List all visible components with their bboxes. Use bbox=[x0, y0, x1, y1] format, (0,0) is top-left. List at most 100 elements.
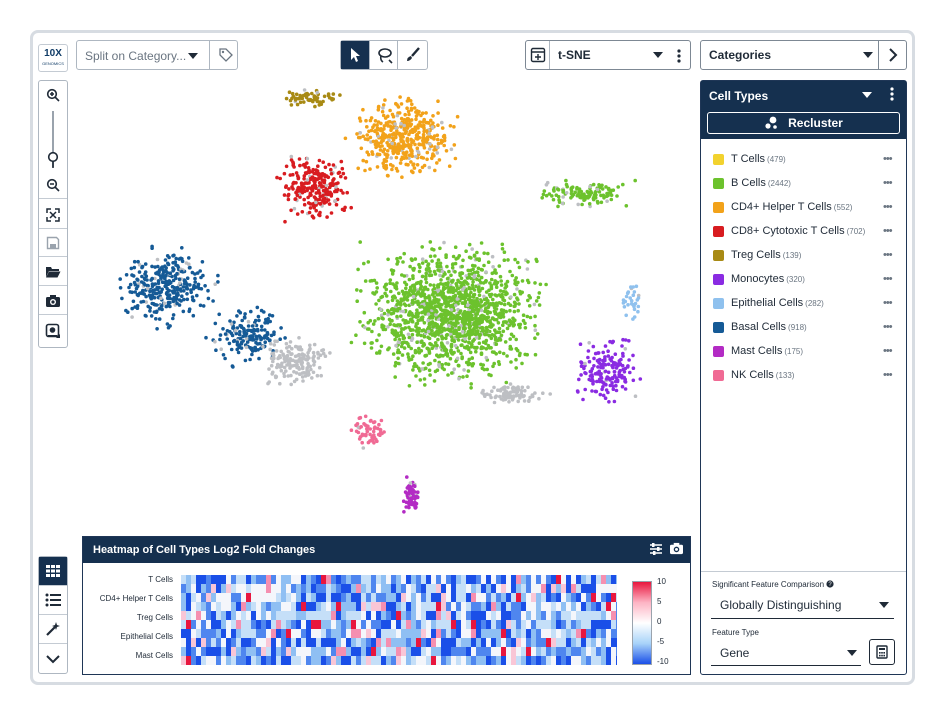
tsne-scatter-plot[interactable] bbox=[72, 76, 692, 536]
category-color-swatch[interactable] bbox=[713, 202, 724, 213]
category-row[interactable]: Basal Cells (918) ••• bbox=[711, 321, 901, 345]
heatmap-cell bbox=[271, 584, 277, 594]
more-options-icon[interactable]: ••• bbox=[883, 369, 893, 381]
selection-export-button[interactable] bbox=[39, 317, 67, 345]
cell-point bbox=[534, 299, 539, 303]
heatmap-cell bbox=[201, 647, 207, 657]
cell-point bbox=[423, 354, 427, 358]
zoom-in-button[interactable] bbox=[39, 81, 67, 109]
cell-point bbox=[395, 281, 399, 285]
cell-point bbox=[490, 389, 494, 394]
category-color-swatch[interactable] bbox=[713, 154, 724, 165]
chevron-down-icon[interactable] bbox=[862, 92, 872, 98]
fit-screen-button[interactable] bbox=[39, 201, 67, 229]
category-color-swatch[interactable] bbox=[713, 250, 724, 261]
category-row[interactable]: Mast Cells (175) ••• bbox=[711, 345, 901, 369]
recluster-button[interactable]: Recluster bbox=[707, 112, 900, 134]
zoom-out-button[interactable] bbox=[39, 171, 67, 199]
svg-text:?: ? bbox=[829, 582, 833, 588]
heatmap-cell bbox=[276, 593, 282, 603]
projection-type-button[interactable] bbox=[526, 41, 550, 69]
category-row[interactable]: Treg Cells (139) ••• bbox=[711, 249, 901, 273]
analysis-button[interactable] bbox=[39, 615, 67, 644]
more-options-icon[interactable]: ••• bbox=[883, 297, 893, 309]
cell-point bbox=[276, 356, 280, 361]
category-color-swatch[interactable] bbox=[713, 322, 724, 333]
more-options-icon[interactable]: ••• bbox=[883, 201, 893, 213]
feature-type-select[interactable]: Gene bbox=[711, 638, 861, 666]
more-options-icon[interactable]: ••• bbox=[883, 321, 893, 333]
next-category-button[interactable] bbox=[878, 41, 907, 69]
cell-point bbox=[484, 347, 489, 351]
category-row[interactable]: CD4+ Helper T Cells (552) ••• bbox=[711, 201, 901, 225]
category-row[interactable]: Epithelial Cells (282) ••• bbox=[711, 297, 901, 321]
zoom-slider-handle[interactable] bbox=[47, 151, 59, 174]
open-folder-button[interactable] bbox=[39, 258, 67, 286]
more-options-icon[interactable]: ••• bbox=[883, 273, 893, 285]
heatmap-cell bbox=[401, 629, 407, 639]
heatmap-cell bbox=[321, 611, 327, 621]
heatmap-cell bbox=[466, 620, 472, 630]
heatmap-cell bbox=[551, 656, 557, 665]
paint-tool-button[interactable] bbox=[398, 41, 427, 69]
split-category-select[interactable]: Split on Category... bbox=[76, 40, 238, 70]
heatmap-grid[interactable] bbox=[181, 575, 617, 665]
save-button[interactable] bbox=[39, 229, 67, 257]
cell-point bbox=[259, 324, 264, 329]
more-options-icon[interactable]: ••• bbox=[883, 177, 893, 189]
significant-feature-select[interactable]: Globally Distinguishing bbox=[711, 591, 894, 619]
cell-point bbox=[481, 281, 486, 285]
category-row[interactable]: NK Cells (133) ••• bbox=[711, 369, 901, 393]
cell-point bbox=[269, 333, 274, 338]
pointer-tool-button[interactable] bbox=[341, 41, 370, 69]
cell-point bbox=[236, 350, 241, 355]
category-color-swatch[interactable] bbox=[713, 370, 724, 381]
grid-view-button[interactable] bbox=[39, 557, 67, 586]
heatmap-cell bbox=[591, 620, 597, 630]
cell-point bbox=[455, 317, 460, 322]
category-color-swatch[interactable] bbox=[713, 346, 724, 357]
category-row[interactable]: B Cells (2442) ••• bbox=[711, 177, 901, 201]
heatmap-cell bbox=[576, 602, 582, 612]
more-options-icon[interactable]: ••• bbox=[883, 345, 893, 357]
category-row[interactable]: T Cells (479) ••• bbox=[711, 153, 901, 177]
heatmap-cell bbox=[336, 620, 342, 630]
heatmap-snapshot-button[interactable] bbox=[669, 542, 684, 560]
category-color-swatch[interactable] bbox=[713, 226, 724, 237]
category-color-swatch[interactable] bbox=[713, 178, 724, 189]
snapshot-button[interactable] bbox=[39, 287, 67, 315]
category-color-swatch[interactable] bbox=[713, 274, 724, 285]
category-color-swatch[interactable] bbox=[713, 298, 724, 309]
more-options-icon[interactable]: ••• bbox=[883, 249, 893, 261]
cell-point bbox=[457, 254, 462, 258]
calculator-button[interactable] bbox=[869, 639, 895, 665]
more-options-icon[interactable] bbox=[676, 48, 682, 64]
category-row[interactable]: Monocytes (320) ••• bbox=[711, 273, 901, 297]
cell-point bbox=[449, 349, 453, 354]
tag-button[interactable] bbox=[209, 41, 239, 69]
list-view-button[interactable] bbox=[39, 586, 67, 615]
cell-point bbox=[284, 356, 288, 361]
projection-select[interactable]: t-SNE bbox=[525, 40, 691, 70]
cell-point bbox=[170, 274, 174, 279]
collapse-button[interactable] bbox=[39, 644, 67, 673]
zoom-track[interactable] bbox=[52, 111, 54, 167]
cell-point bbox=[373, 119, 378, 123]
cell-point bbox=[450, 262, 455, 267]
cell-point bbox=[483, 306, 488, 311]
heatmap-cell bbox=[376, 647, 382, 657]
category-select[interactable]: Categories bbox=[700, 40, 907, 70]
lasso-tool-button[interactable] bbox=[370, 41, 399, 69]
more-options-icon[interactable]: ••• bbox=[883, 153, 893, 165]
cell-point bbox=[312, 97, 317, 101]
more-options-icon[interactable] bbox=[889, 86, 895, 107]
cell-point bbox=[383, 327, 388, 332]
heatmap-settings-button[interactable] bbox=[649, 542, 663, 561]
more-options-icon[interactable]: ••• bbox=[883, 225, 893, 237]
cell-point bbox=[327, 185, 332, 190]
cell-point bbox=[498, 394, 502, 399]
category-row[interactable]: CD8+ Cytotoxic T Cells (702) ••• bbox=[711, 225, 901, 249]
cell-point bbox=[363, 414, 368, 419]
heatmap-cell bbox=[486, 602, 492, 612]
help-icon[interactable]: ? bbox=[826, 580, 834, 588]
